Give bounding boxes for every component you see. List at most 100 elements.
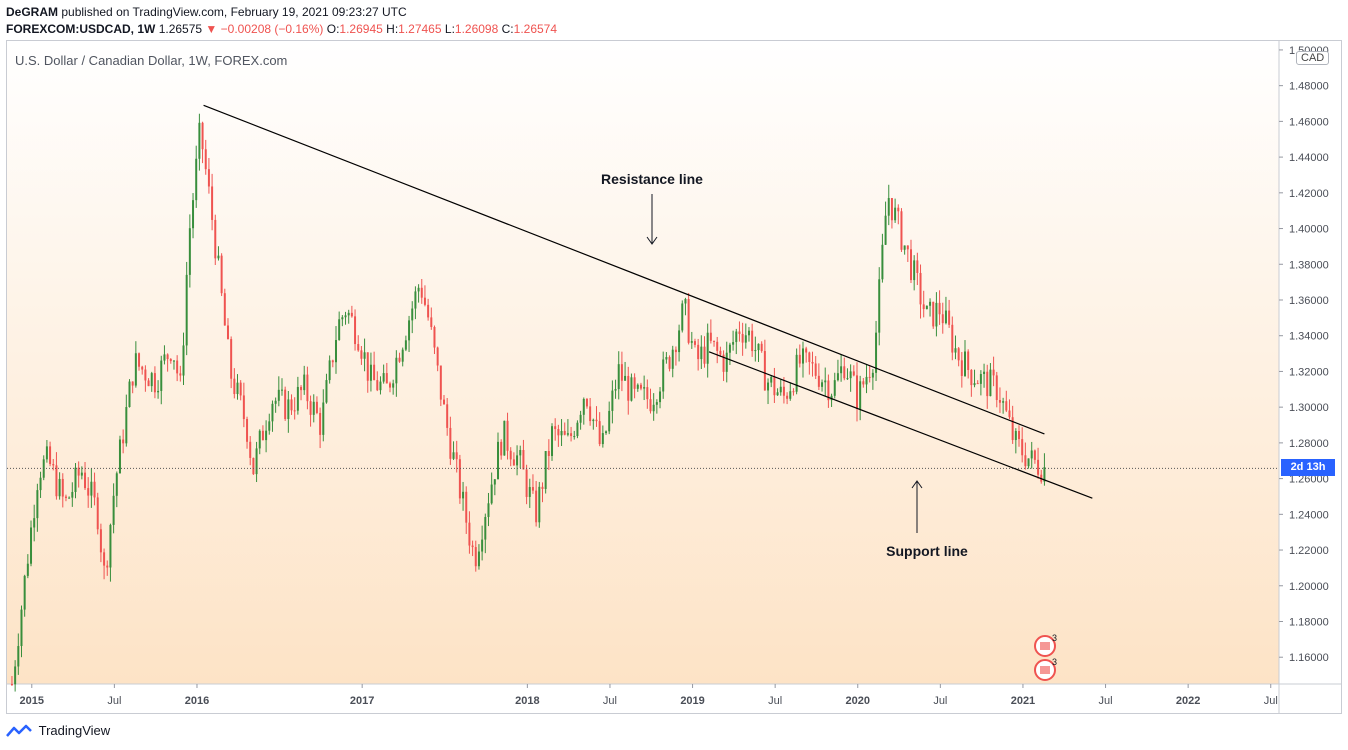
candle-body — [608, 410, 611, 432]
candle-body — [242, 395, 245, 420]
event-count-label: 3 — [1052, 633, 1057, 643]
candle-body — [817, 375, 820, 387]
price-tick-label: 1.30000 — [1289, 402, 1329, 414]
candle-body — [973, 383, 976, 386]
time-tick-label: 2015 — [20, 695, 44, 707]
chart-pane[interactable] — [6, 40, 1342, 714]
candle-body — [693, 341, 696, 345]
candle-body — [938, 302, 941, 315]
candle-body — [611, 390, 614, 411]
candle-body — [1027, 458, 1030, 467]
candle-body — [659, 391, 662, 403]
support-trendline — [708, 351, 1093, 499]
candle-body — [992, 369, 995, 376]
candle-body — [1014, 431, 1017, 441]
candle-body — [589, 406, 592, 422]
candle-body — [633, 377, 636, 389]
candle-body — [941, 314, 944, 324]
candle-body — [239, 382, 242, 396]
candle-body — [827, 380, 830, 401]
candle-body — [160, 360, 163, 391]
tradingview-logo[interactable]: TradingView — [6, 722, 110, 738]
candle-body — [722, 354, 725, 372]
time-tick-label: 2016 — [185, 695, 209, 707]
candle-body — [547, 451, 550, 456]
candle-body — [147, 380, 150, 387]
candle-body — [585, 398, 588, 407]
candle-body — [506, 420, 509, 451]
candle-body — [512, 459, 515, 466]
candle-body — [643, 387, 646, 389]
tradingview-brand: TradingView — [38, 723, 111, 739]
candle-body — [169, 359, 172, 362]
candle-body — [455, 452, 458, 460]
chart-legend: U.S. Dollar / Canadian Dollar, 1W, FOREX… — [15, 53, 288, 68]
candle-body — [45, 446, 48, 460]
candle-body — [68, 497, 71, 499]
high-label: H: — [386, 22, 399, 36]
candle-body — [379, 381, 382, 391]
candle-body — [414, 291, 417, 309]
candle-body — [223, 293, 226, 326]
candle-body — [741, 333, 744, 343]
candle-body — [373, 364, 376, 381]
candle-body — [808, 352, 811, 362]
candle-body — [290, 399, 293, 411]
change-value: −0.00208 (−0.16%) — [220, 22, 324, 36]
candle-body — [630, 377, 633, 401]
candle-body — [138, 353, 141, 367]
candle-body — [497, 441, 500, 480]
candle-body — [20, 609, 23, 647]
author-name: DeGRAM — [6, 5, 59, 19]
candle-body — [649, 399, 652, 412]
candle-body — [185, 274, 188, 346]
candle-body — [363, 352, 366, 359]
candle-body — [280, 389, 283, 391]
candle-body — [805, 348, 808, 353]
candle-body — [439, 365, 442, 400]
candle-body — [325, 380, 328, 403]
currency-badge[interactable]: CAD — [1296, 51, 1330, 65]
candle-body — [446, 404, 449, 428]
candle-body — [226, 325, 229, 340]
time-tick-label: Jul — [1099, 695, 1113, 707]
candle-body — [420, 287, 423, 298]
candle-body — [10, 684, 13, 685]
candle-body — [687, 299, 690, 343]
candle-body — [347, 312, 350, 316]
candle-body — [468, 522, 471, 546]
candle-body — [303, 374, 306, 391]
candle-body — [697, 344, 700, 360]
candle-body — [792, 391, 795, 393]
candle-body — [1037, 459, 1040, 475]
candle-body — [776, 392, 779, 396]
candle-body — [944, 310, 947, 324]
candle-body — [115, 473, 118, 496]
time-tick-label: 2021 — [1011, 695, 1035, 707]
candle-body — [573, 436, 576, 438]
candle-body — [671, 349, 674, 369]
candle-body — [284, 389, 287, 420]
candle-body — [1033, 450, 1036, 460]
candle-body — [865, 376, 868, 385]
candle-body — [484, 517, 487, 540]
candle-body — [188, 228, 191, 275]
candle-body — [592, 419, 595, 422]
candle-body — [204, 149, 207, 170]
candle-body — [579, 414, 582, 423]
candle-body — [948, 310, 951, 325]
candle-body — [274, 400, 277, 404]
candle-body — [662, 359, 665, 392]
candle-body — [369, 364, 372, 381]
candle-body — [859, 381, 862, 409]
candle-body — [503, 420, 506, 456]
tradingview-logo-icon — [6, 724, 32, 737]
time-tick-label: 2022 — [1176, 695, 1200, 707]
candle-body — [398, 357, 401, 362]
candle-body — [935, 302, 938, 327]
candle-body — [855, 375, 858, 409]
candle-body — [795, 354, 798, 392]
candle-body — [201, 122, 204, 150]
price-tick-label: 1.26000 — [1289, 474, 1329, 486]
